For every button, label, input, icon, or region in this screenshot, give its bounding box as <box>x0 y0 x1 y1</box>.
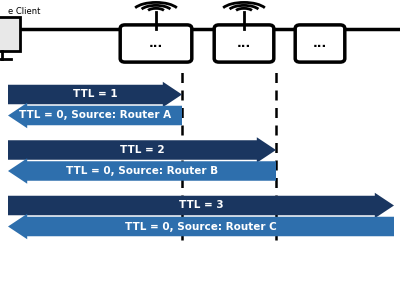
Text: ...: ... <box>149 37 163 50</box>
Text: TTL = 3: TTL = 3 <box>179 200 223 211</box>
Polygon shape <box>8 137 276 163</box>
Polygon shape <box>8 214 394 239</box>
Polygon shape <box>8 193 394 218</box>
FancyBboxPatch shape <box>120 25 192 62</box>
Polygon shape <box>8 158 276 184</box>
Text: TTL = 0, Source: Router A: TTL = 0, Source: Router A <box>19 110 171 121</box>
FancyBboxPatch shape <box>214 25 274 62</box>
Text: TTL = 1: TTL = 1 <box>73 89 117 100</box>
Text: TTL = 0, Source: Router C: TTL = 0, Source: Router C <box>125 221 277 232</box>
Polygon shape <box>8 103 182 128</box>
Text: TTL = 2: TTL = 2 <box>120 145 164 155</box>
Text: TTL = 0, Source: Router B: TTL = 0, Source: Router B <box>66 166 218 176</box>
Text: e Client: e Client <box>8 8 40 16</box>
Polygon shape <box>8 82 182 107</box>
FancyBboxPatch shape <box>295 25 345 62</box>
Text: ...: ... <box>313 37 327 50</box>
FancyBboxPatch shape <box>0 16 20 51</box>
Text: ...: ... <box>237 37 251 50</box>
